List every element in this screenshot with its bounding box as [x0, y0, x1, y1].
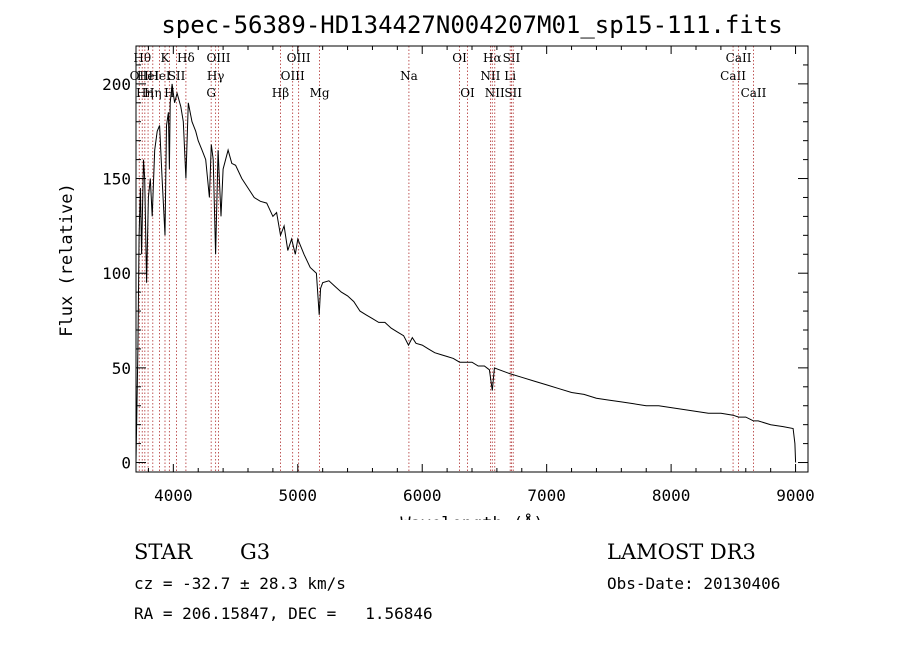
x-tick-label-5000: 5000 [279, 486, 318, 505]
spectral-line-label-15: OIII [287, 51, 311, 65]
spectral-line-label-25: SII [504, 86, 522, 100]
plot-frame [135, 45, 809, 473]
spectral-line-label-19: OI [460, 86, 475, 100]
x-tick-label-7000: 7000 [527, 486, 566, 505]
obs-date: Obs-Date: 20130406 [607, 574, 781, 593]
spectral-line-label-17: Na [400, 69, 418, 83]
x-axis-label: Wavelength (Å) [400, 512, 543, 520]
spectral-line-label-11: Hγ [207, 69, 225, 83]
spectral-line-markers: OIIHθHηHeIHηHeIKHSIIHδGHγOIIIHβOIIIOIIIM… [130, 46, 767, 472]
spectral-line-label-28: CaII [741, 86, 767, 100]
redshift-readout: cz = -32.7 ± 28.3 km/s [134, 574, 346, 593]
spectrum-line [135, 83, 797, 463]
spectral-line-label-21: Hα [483, 51, 502, 65]
spectral-line-label-7: H [164, 86, 174, 100]
spectral-line-label-3: HeI [137, 69, 160, 83]
spectral-line-label-26: CaII [720, 69, 746, 83]
spectral-line-label-13: Hβ [272, 86, 289, 100]
chart-title: spec-56389-HD134427N004207M01_sp15-111.f… [161, 11, 782, 39]
x-tick-label-9000: 9000 [776, 486, 815, 505]
spectral-line-label-5: HeI [148, 69, 171, 83]
y-tick-label-100: 100 [102, 264, 131, 283]
spectral-line-label-12: OIII [206, 51, 230, 65]
spectral-line-label-22: NII [485, 86, 505, 100]
y-tick-label-0: 0 [121, 454, 131, 473]
x-tick-label-6000: 6000 [403, 486, 442, 505]
coordinates: RA = 206.15847, DEC = 1.56846 [134, 604, 433, 623]
spectral-line-label-18: OI [452, 51, 467, 65]
spectral-line-label-2: Hη [136, 86, 154, 100]
x-tick-label-4000: 4000 [154, 486, 193, 505]
x-axis: 4000 5000 6000 7000 8000 9000 [147, 46, 815, 505]
spectral-line-label-0: OII [130, 69, 150, 83]
spectrum-series [135, 83, 797, 463]
spectrum-chart: spec-56389-HD134427N004207M01_sp15-111.f… [57, 11, 815, 520]
spectral-line-label-24: SII [503, 51, 521, 65]
spectral-line-label-1: Hθ [133, 51, 151, 65]
spectral-line-label-10: G [206, 86, 216, 100]
spectral-line-label-8: SII [168, 69, 186, 83]
y-tick-label-50: 50 [112, 359, 131, 378]
spectral-line-label-27: CaII [726, 51, 752, 65]
y-axis-label: Flux (relative) [57, 183, 77, 337]
y-axis: 0 50 100 150 200 [102, 64, 808, 473]
object-subclass: G3 [240, 540, 271, 564]
x-tick-label-8000: 8000 [652, 486, 691, 505]
spectral-line-label-16: Mg [310, 86, 330, 100]
y-tick-label-200: 200 [102, 75, 131, 94]
spectral-line-label-14: OIII [281, 69, 305, 83]
spectral-line-label-6: K [161, 51, 171, 65]
spectral-line-label-23: Li [504, 69, 516, 83]
spectral-line-label-4: Hη [144, 86, 162, 100]
object-class: STAR [134, 540, 193, 564]
spectral-line-label-20: NII [480, 69, 500, 83]
survey-name: LAMOST DR3 [607, 540, 756, 564]
y-tick-label-150: 150 [102, 170, 131, 189]
spectral-line-label-9: Hδ [177, 51, 195, 65]
